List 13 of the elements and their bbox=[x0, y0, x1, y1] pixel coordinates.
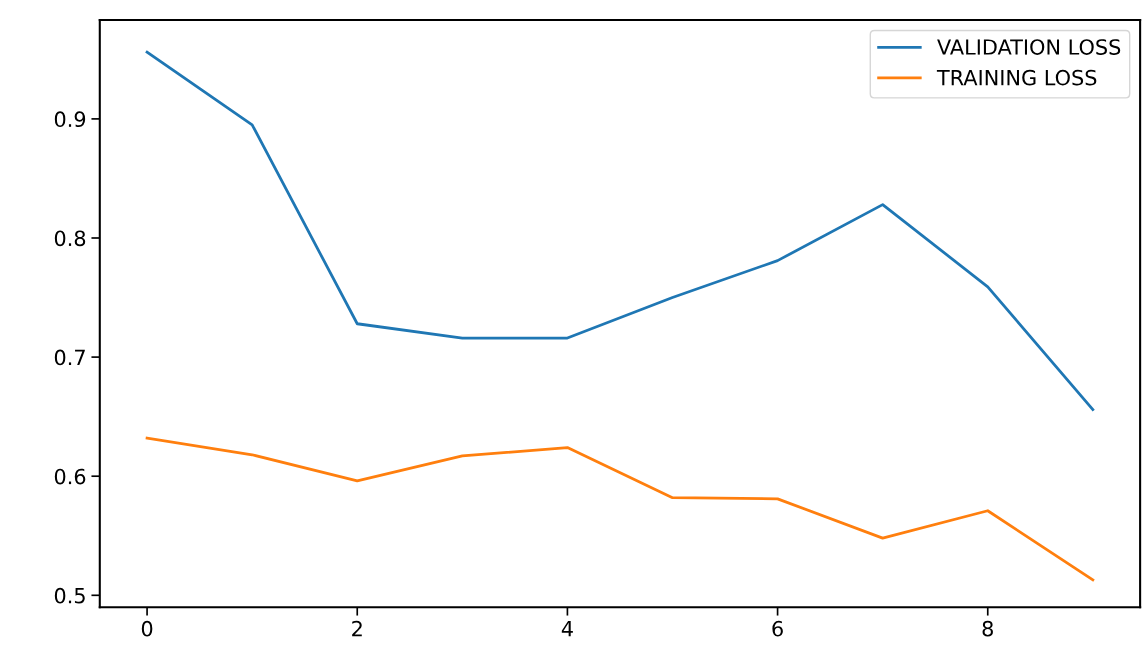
y-tick-label: 0.6 bbox=[54, 468, 86, 485]
y-tick-label: 0.5 bbox=[54, 587, 85, 604]
x-tick-label: 0 bbox=[141, 620, 153, 637]
x-tick-label: 6 bbox=[772, 620, 783, 637]
x-tick-label: 4 bbox=[561, 621, 573, 637]
y-tick-label: 0.9 bbox=[54, 111, 86, 128]
y-tick-label: 0.7 bbox=[54, 349, 85, 366]
legend-label: VALIDATION LOSS bbox=[937, 39, 1121, 55]
y-tick-label: 0.8 bbox=[54, 230, 86, 247]
line-series bbox=[145, 436, 1095, 582]
legend-label: TRAINING LOSS bbox=[936, 69, 1097, 86]
x-tick-label: 2 bbox=[352, 620, 362, 637]
x-tick-label: 8 bbox=[982, 620, 993, 637]
